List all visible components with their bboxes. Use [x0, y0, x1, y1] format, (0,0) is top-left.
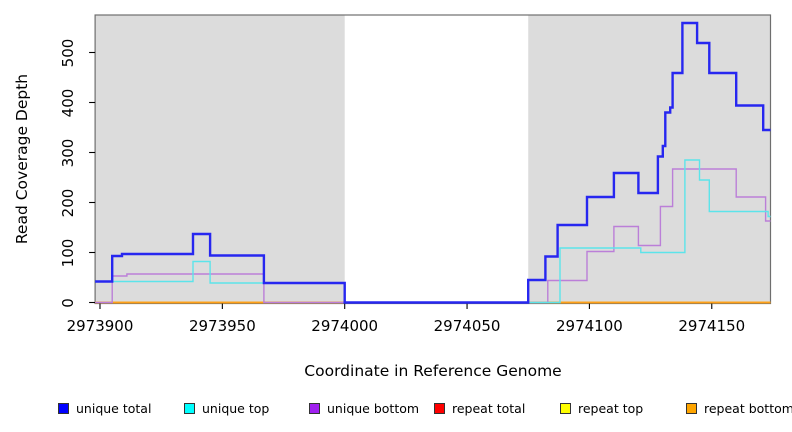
x-tick-label: 2973950 [188, 317, 256, 335]
legend-swatch-icon [184, 402, 195, 414]
x-tick-label: 2974100 [556, 317, 623, 335]
y-tick-label: 500 [59, 38, 77, 67]
legend-label: repeat top [578, 400, 644, 416]
chart-legend: unique total unique top unique bottom repea… [0, 398, 792, 420]
legend-item-repeat-bottom: repeat bottom [686, 398, 792, 418]
legend-swatch-icon [58, 402, 69, 414]
x-tick-label: 2974150 [678, 317, 746, 335]
y-tick-label: 0 [59, 297, 77, 308]
legend-label: repeat bottom [704, 400, 792, 416]
legend-item-unique-bottom: unique bottom [309, 398, 419, 418]
y-tick-label: 300 [59, 138, 77, 167]
legend-item-unique-total: unique total [58, 398, 151, 418]
x-tick-label: 2974000 [311, 317, 379, 335]
series-unique-top [95, 159, 771, 304]
legend-swatch-icon [686, 402, 697, 414]
y-tick-label: 200 [59, 188, 77, 217]
legend-item-repeat-top: repeat top [560, 398, 643, 418]
x-tick-label: 2973900 [66, 317, 134, 335]
legend-item-repeat-total: repeat total [434, 398, 525, 418]
y-tick-label: 400 [59, 88, 77, 117]
series-unique-total [95, 21, 771, 304]
legend-label: unique total [76, 400, 152, 416]
legend-swatch-icon [309, 402, 320, 414]
legend-label: unique top [202, 400, 270, 416]
legend-item-unique-top: unique top [184, 398, 269, 418]
y-tick-label: 100 [59, 238, 77, 267]
x-axis-title: Coordinate in Reference Genome [304, 362, 562, 380]
y-axis-title: Read Coverage Depth [13, 73, 31, 245]
coverage-plot [89, 14, 772, 309]
legend-swatch-icon [434, 402, 445, 414]
legend-label: unique bottom [327, 400, 420, 416]
legend-label: repeat total [452, 400, 526, 416]
series-unique-bottom [95, 168, 771, 304]
coverage-gap-region [344, 15, 529, 304]
x-tick-label: 2974050 [433, 317, 501, 335]
legend-swatch-icon [560, 402, 571, 414]
